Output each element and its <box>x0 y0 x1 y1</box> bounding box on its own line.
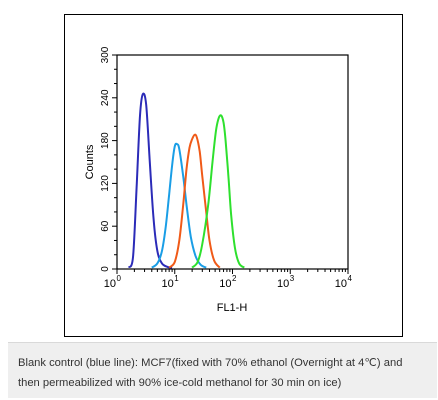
chart-image-area: 0 60 120 180 240 300 10 0 10 1 10 2 10 3 10 4 Counts FL… <box>8 6 437 340</box>
x-tick-label-10000: 10 <box>335 278 347 290</box>
x-tick-exponent-10000: 4 <box>348 274 353 283</box>
caption-line-1: Blank control (blue line): MCF7(fixed wi… <box>18 357 403 369</box>
figure-caption: Blank control (blue line): MCF7(fixed wi… <box>8 342 437 398</box>
y-tick-label-0: 0 <box>100 266 111 272</box>
x-tick-exponent-100: 2 <box>232 274 237 283</box>
y-tick-label-60: 60 <box>100 220 111 232</box>
x-tick-exponent-1: 0 <box>117 274 122 283</box>
y-axis-label: Counts <box>84 144 96 179</box>
x-axis-label: FL1-H <box>217 302 248 314</box>
x-tick-label-1: 10 <box>104 278 116 290</box>
series-line-4 <box>191 114 245 269</box>
y-tick-label-300: 300 <box>100 46 111 63</box>
image-frame <box>64 14 403 337</box>
y-tick-label-120: 120 <box>100 175 111 192</box>
caption-line-2: then permeabilized with 90% ice-cold met… <box>18 377 342 389</box>
series-line-1 <box>127 92 173 269</box>
series-line-3 <box>168 133 221 269</box>
x-tick-exponent-1000: 3 <box>290 274 295 283</box>
y-tick-label-240: 240 <box>100 89 111 106</box>
series-line-2 <box>151 142 207 269</box>
x-tick-label-100: 10 <box>219 278 231 290</box>
x-tick-label-1000: 10 <box>277 278 289 290</box>
x-tick-exponent-10: 1 <box>174 274 179 283</box>
x-tick-label-10: 10 <box>162 278 174 290</box>
series-layer <box>127 92 245 269</box>
y-tick-label-180: 180 <box>100 132 111 149</box>
